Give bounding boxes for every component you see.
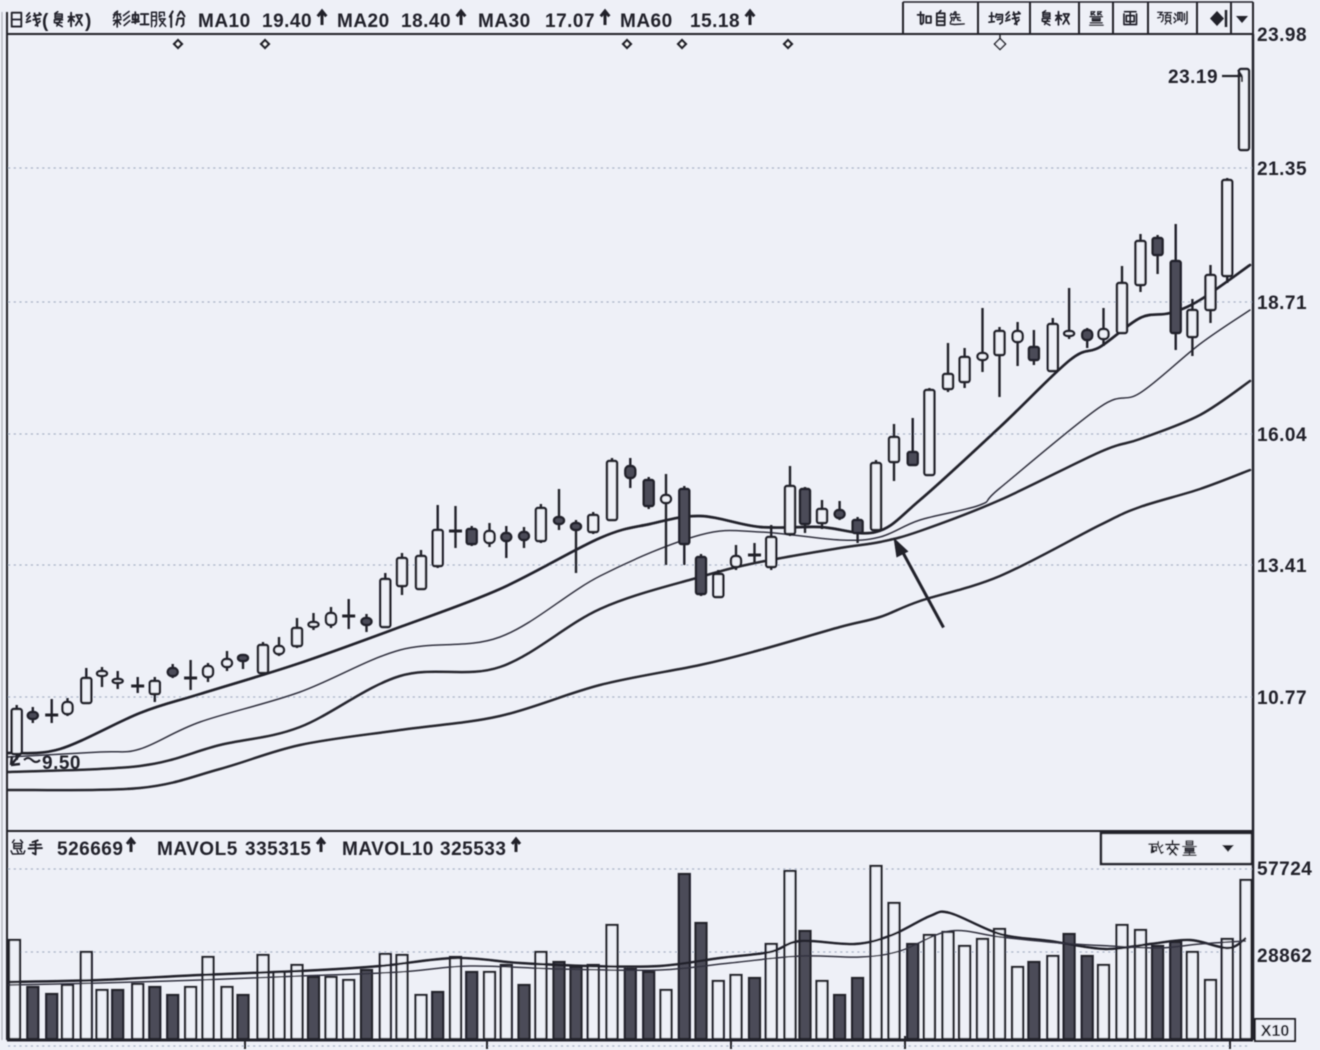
svg-text:17.07: 17.07 [545,11,595,32]
svg-text:(: ( [42,11,49,32]
svg-text:526669: 526669 [57,839,123,860]
svg-text:19.40: 19.40 [262,11,312,32]
svg-text:335315: 335315 [245,839,311,860]
svg-text:325533: 325533 [440,839,506,860]
svg-text:57724: 57724 [1257,859,1312,880]
svg-text:18.40: 18.40 [401,11,451,32]
svg-text:MA30: MA30 [478,11,531,32]
svg-text:MA60: MA60 [620,11,673,32]
svg-text:15.18: 15.18 [690,11,740,32]
svg-text:18.71: 18.71 [1257,293,1307,314]
svg-text:X10: X10 [1261,1023,1290,1040]
svg-text:23.98: 23.98 [1257,25,1307,46]
svg-text:9.50: 9.50 [42,753,81,774]
svg-text:): ) [85,11,91,32]
svg-text:MA20: MA20 [337,11,390,32]
svg-text:MA10: MA10 [198,11,251,32]
svg-text:10.77: 10.77 [1257,688,1307,709]
svg-text:MAVOL5: MAVOL5 [157,839,238,860]
svg-text:16.04: 16.04 [1257,425,1307,446]
svg-text:28862: 28862 [1257,946,1312,967]
svg-text:23.19: 23.19 [1168,67,1218,88]
svg-text:21.35: 21.35 [1257,159,1307,180]
svg-text:13.41: 13.41 [1257,556,1307,577]
svg-text:MAVOL10: MAVOL10 [342,839,434,860]
